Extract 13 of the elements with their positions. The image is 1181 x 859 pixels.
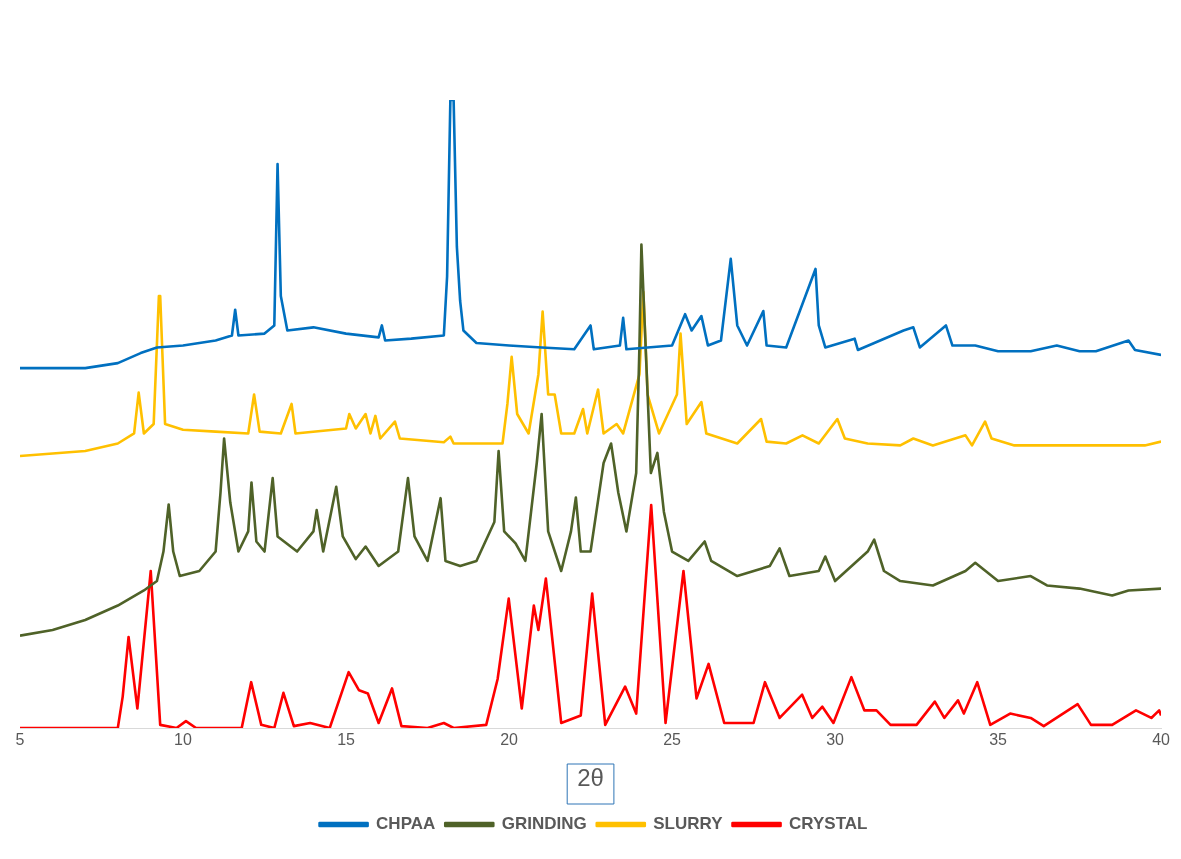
x-tick-label: 25	[663, 731, 682, 749]
x-tick-label: 35	[989, 731, 1008, 749]
x-tick-label: 10	[174, 731, 193, 749]
x-tick-label: 30	[826, 731, 845, 749]
legend-label: CHPAA	[376, 814, 436, 834]
legend-label: GRINDING	[501, 814, 587, 834]
x-tick-label: 5	[15, 731, 25, 749]
x-tick-label: 40	[1152, 731, 1171, 749]
x-tick-label: 15	[337, 731, 356, 749]
legend-label: CRYSTAL	[789, 814, 868, 834]
x-tick-label: 20	[500, 731, 519, 749]
legend-label: SLURRY	[653, 814, 724, 834]
x-axis-title: 2θ	[577, 764, 604, 792]
